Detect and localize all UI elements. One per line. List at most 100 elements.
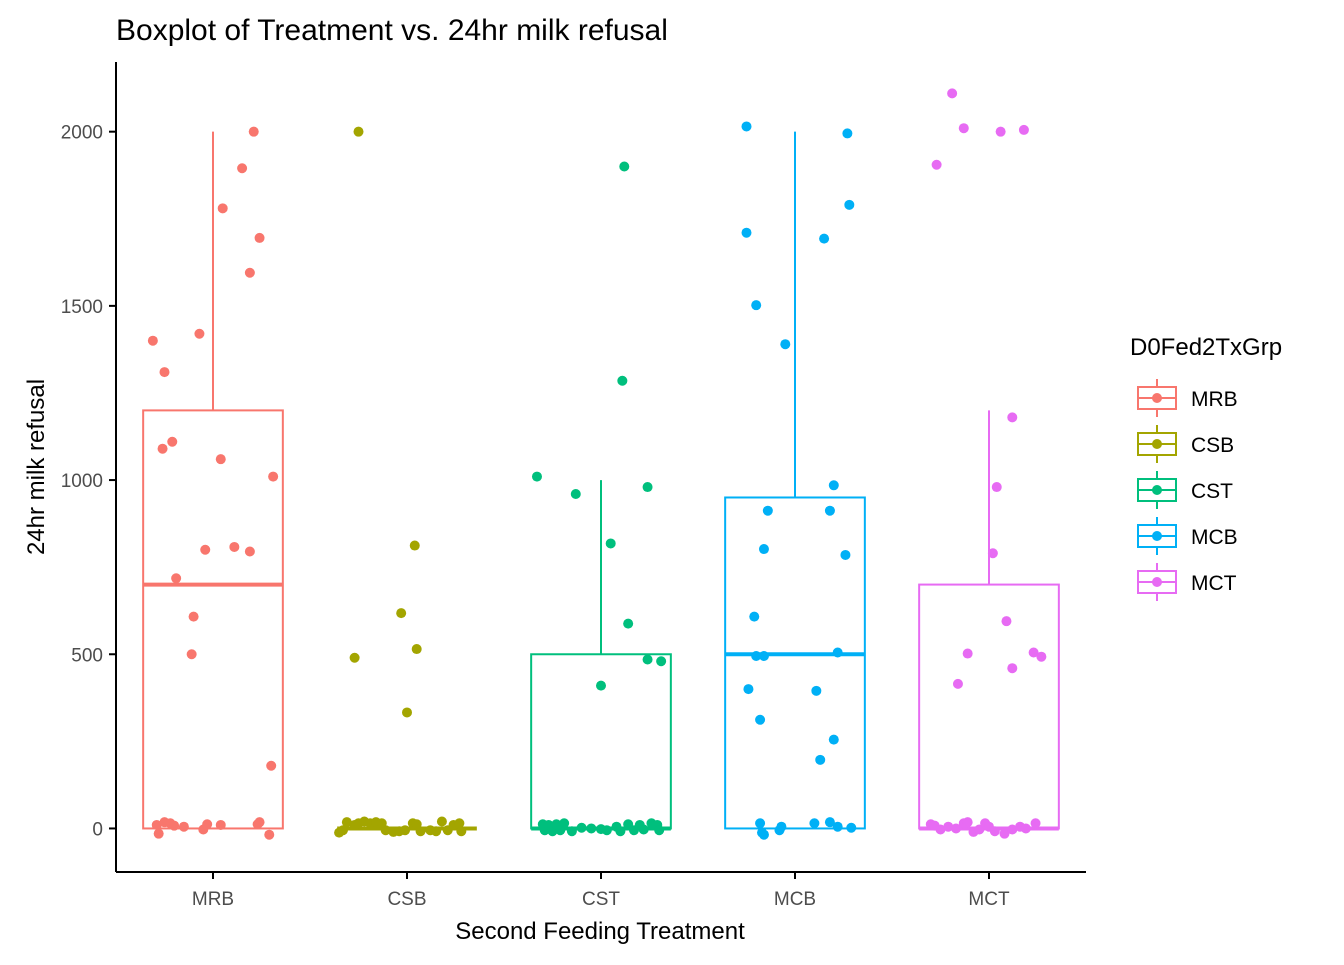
data-point [402,707,412,718]
data-point [157,443,168,454]
data-point [755,818,766,829]
data-point [617,375,628,386]
legend-key-point [1152,439,1162,449]
box [530,653,672,830]
legend-key-point [1152,577,1162,587]
data-point [229,541,240,552]
data-point [194,328,205,339]
data-point [623,618,634,629]
data-point [244,267,255,278]
data-point [811,685,822,696]
x-axis-title: Second Feeding Treatment [455,918,745,945]
data-point [654,825,665,836]
data-point [264,829,275,840]
data-point [951,823,962,834]
data-point [1020,823,1031,834]
legend-label: CSB [1191,434,1234,457]
data-point [266,760,277,771]
data-point [780,339,791,350]
data-point [268,471,279,482]
data-point [396,608,407,619]
data-point [755,714,766,725]
data-point [819,233,830,244]
chart-title: Boxplot of Treatment vs. 24hr milk refus… [116,14,668,47]
data-point [931,159,942,170]
box [724,496,866,830]
data-point [215,454,226,465]
data-point [400,825,411,836]
data-point [762,505,773,516]
legend-label: CST [1191,480,1233,503]
plot-area [142,88,1060,840]
box [142,409,284,830]
data-point [809,818,820,829]
data-point [559,818,570,829]
data-point [824,817,835,828]
x-tick-label: CST [582,889,620,910]
data-point [436,816,447,827]
y-tick-label: 2000 [61,123,103,144]
data-point [741,121,752,132]
data-point [776,821,787,832]
data-point [337,825,348,836]
data-point [962,648,973,659]
data-point [254,232,265,243]
data-point [1007,824,1018,835]
data-point [237,163,248,174]
data-point [411,644,422,655]
data-point [153,828,164,839]
data-point [987,548,998,559]
series-cst [530,161,672,837]
data-point [1018,124,1029,135]
data-point [431,826,442,837]
data-point [844,199,855,210]
series-mrb [142,126,284,840]
data-point [758,544,769,555]
data-point [758,829,769,840]
data-point [656,656,667,667]
data-point [167,436,178,447]
data-point [202,819,213,830]
series-csb [334,126,477,838]
data-point [200,544,211,555]
data-point [596,680,606,691]
data-point [531,471,542,482]
legend-key-point [1152,393,1162,403]
data-point [217,203,228,214]
data-point [815,754,826,765]
y-tick-label: 500 [71,645,103,666]
data-point [601,825,612,836]
legend-key-mcb [1137,517,1177,555]
data-point [244,546,255,557]
data-point [743,684,754,695]
data-point [178,821,189,832]
data-point [842,128,853,139]
x-tick-label: MCT [968,889,1010,910]
data-point [1030,818,1041,829]
data-point [1007,663,1018,674]
data-point [1007,412,1018,423]
data-point [749,611,760,622]
data-point [828,734,839,745]
data-point [615,826,626,837]
data-point [353,126,364,137]
data-point [824,505,835,516]
legend-title: D0Fed2TxGrp [1130,334,1282,361]
x-tick-label: MCB [774,889,816,910]
data-point [947,88,958,99]
data-point [741,227,752,238]
data-point [974,824,985,835]
data-point [169,820,180,831]
legend-key-csb [1137,425,1177,463]
series-mcb [724,121,866,840]
data-point [586,823,597,834]
data-point [605,538,616,549]
data-point [962,817,973,828]
x-tick-label: MRB [192,889,234,910]
legend: D0Fed2TxGrp MRB CSB CST MCB MCT [1130,334,1282,601]
data-point [576,822,587,833]
data-point [1028,647,1039,658]
data-point [1036,651,1047,662]
